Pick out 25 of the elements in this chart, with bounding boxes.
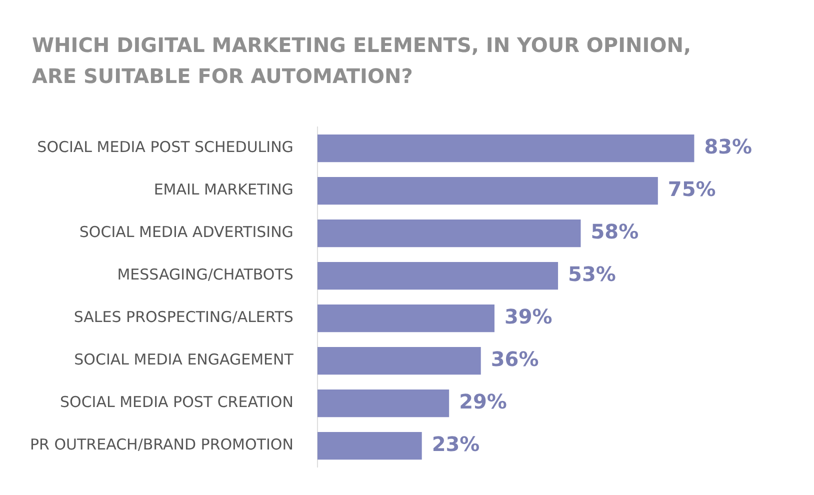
bar (317, 176, 658, 205)
data-label: 58% (590, 219, 639, 244)
data-label: 23% (432, 432, 480, 456)
data-label: 83% (704, 134, 752, 158)
data-label: 75% (668, 176, 716, 201)
data-label: 53% (568, 262, 616, 286)
bar (317, 346, 481, 375)
chart-title: WHICH DIGITAL MARKETING ELEMENTS, IN YOUR OPINION, ARE SUITABLE FOR AUTOMATION? (31, 32, 692, 90)
y-tick-label: SOCIAL MEDIA ADVERTISING (79, 223, 294, 242)
bar (317, 219, 581, 248)
y-tick-label: SOCIAL MEDIA POST SCHEDULING (37, 138, 294, 156)
y-tick-label: EMAIL MARKETING (154, 180, 294, 199)
bar (317, 389, 450, 418)
bar (317, 304, 494, 332)
y-tick-label: PR OUTREACH/BRAND PROMOTION (30, 436, 294, 454)
bar (317, 262, 558, 290)
data-label: 36% (490, 346, 539, 371)
bar (317, 134, 694, 162)
data-label: 29% (459, 389, 507, 414)
y-tick-label: SOCIAL MEDIA ENGAGEMENT (74, 350, 294, 369)
data-label: 39% (504, 304, 552, 328)
y-tick-label: SALES PROSPECTING/ALERTS (74, 308, 294, 326)
bar (317, 432, 422, 460)
y-tick-label: MESSAGING/CHATBOTS (117, 266, 294, 284)
y-tick-label: SOCIAL MEDIA POST CREATION (60, 393, 294, 412)
